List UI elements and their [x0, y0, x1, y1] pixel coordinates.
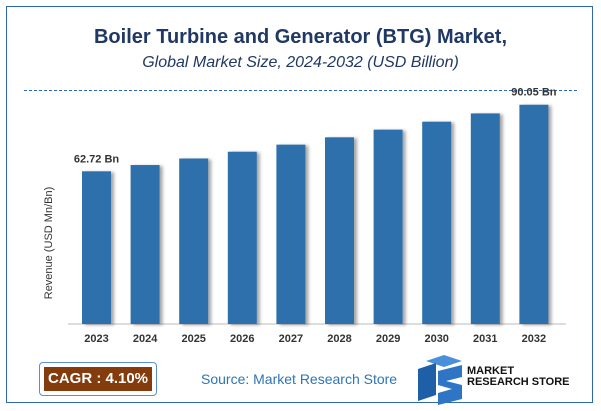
x-tick-label: 2031	[473, 333, 497, 345]
chart-title: Boiler Turbine and Generator (BTG) Marke…	[93, 26, 508, 48]
source-text: Source: Market Research Store	[201, 371, 398, 387]
bar-2026	[227, 151, 257, 324]
x-tick-label: 2028	[327, 333, 351, 345]
x-tick-label: 2025	[181, 333, 205, 345]
x-tick-label: 2027	[279, 333, 303, 345]
logo-text: MARKET RESEARCH STORE	[467, 365, 570, 388]
x-tick-label: 2030	[424, 333, 448, 345]
divider	[24, 90, 577, 91]
chart-frame	[6, 6, 593, 403]
x-tick-label: 2023	[84, 333, 108, 345]
x-tick-label: 2029	[376, 333, 400, 345]
bar-2030	[422, 121, 452, 325]
bar-2031	[470, 113, 500, 325]
cagr-badge: CAGR : 4.10%	[39, 362, 157, 396]
bar-2027	[276, 144, 306, 324]
bar-2024	[130, 165, 160, 324]
bar-2025	[179, 158, 209, 324]
data-label: 62.72 Bn	[74, 153, 120, 165]
bar-2023	[82, 171, 111, 324]
x-tick-label: 2026	[230, 333, 254, 345]
cagr-value: CAGR : 4.10%	[44, 367, 152, 391]
chart-subtitle: Global Market Size, 2024-2032 (USD Billi…	[142, 54, 459, 71]
bar-2032	[519, 104, 549, 324]
x-tick-label: 2024	[133, 333, 158, 345]
bar-2029	[373, 129, 403, 324]
data-label: 90.05 Bn	[511, 87, 557, 99]
bar-2028	[325, 137, 354, 324]
x-tick-label: 2032	[522, 333, 546, 345]
y-axis-label: Revenue (USD Mn/Bn)	[43, 187, 55, 300]
